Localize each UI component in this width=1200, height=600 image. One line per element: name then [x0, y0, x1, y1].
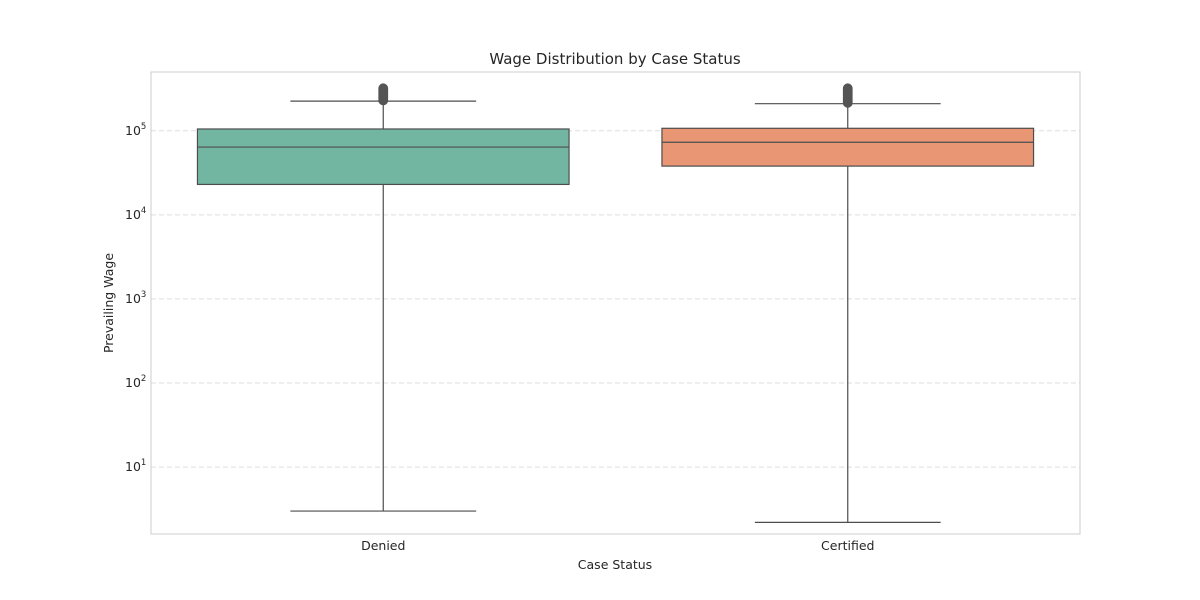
- y-tick-base: 10: [125, 207, 141, 222]
- y-tick-base: 10: [125, 123, 141, 138]
- x-tick-label: Denied: [361, 538, 405, 553]
- y-tick-exponent: 5: [141, 122, 146, 132]
- y-tick-label: 105: [125, 122, 146, 138]
- y-tick-label: 103: [125, 290, 146, 306]
- iqr-box: [196, 128, 570, 186]
- x-tick-label: Certified: [821, 538, 874, 553]
- y-tick-exponent: 2: [141, 374, 146, 384]
- y-tick-base: 10: [125, 459, 141, 474]
- y-tick-base: 10: [125, 291, 141, 306]
- y-tick-label: 104: [125, 206, 146, 222]
- box-group-denied: [196, 83, 570, 512]
- y-tick-exponent: 1: [141, 458, 146, 468]
- y-tick-label: 102: [125, 374, 146, 390]
- y-axis-label: Prevailing Wage: [101, 253, 116, 353]
- outlier-point: [378, 83, 389, 94]
- outlier-point: [842, 83, 853, 94]
- iqr-box: [661, 127, 1035, 167]
- plot-frame: [150, 71, 1081, 535]
- x-tick-labels: Denied Certified: [361, 538, 874, 553]
- box-group-certified: [661, 83, 1035, 523]
- y-tick-base: 10: [125, 375, 141, 390]
- y-tick-exponent: 3: [141, 290, 146, 300]
- grid-lines: [151, 130, 1080, 468]
- y-tick-exponent: 4: [141, 206, 146, 216]
- chart-title: Wage Distribution by Case Status: [489, 50, 740, 68]
- x-axis-label: Case Status: [578, 557, 652, 572]
- box-marks: [196, 83, 1035, 523]
- y-tick-label: 101: [125, 458, 146, 474]
